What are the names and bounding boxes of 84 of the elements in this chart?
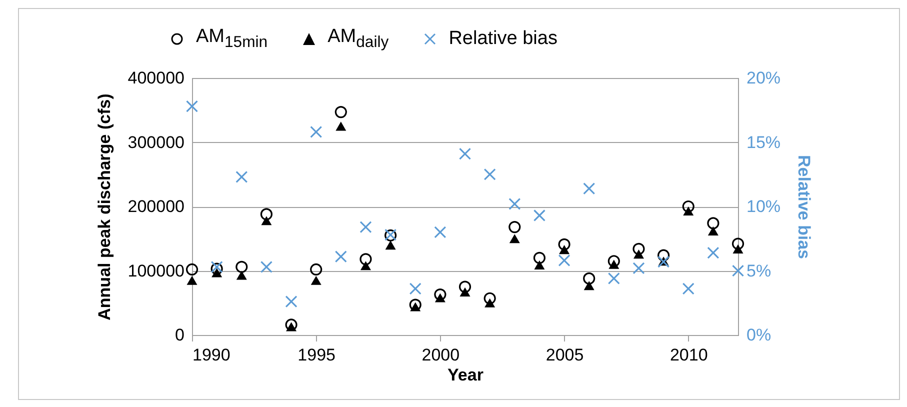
point xyxy=(409,298,422,311)
point xyxy=(261,216,272,226)
point xyxy=(186,100,198,112)
point xyxy=(186,276,198,285)
y-tick-label: 300000 xyxy=(128,132,184,152)
point xyxy=(732,244,744,254)
point xyxy=(533,209,546,222)
point xyxy=(632,242,645,255)
point xyxy=(310,263,322,276)
y-tick-label: 400000 xyxy=(128,68,184,88)
point xyxy=(260,260,272,273)
point xyxy=(732,264,744,277)
point xyxy=(236,170,248,183)
y-tick-label: 100000 xyxy=(128,261,184,280)
point xyxy=(558,254,570,267)
point xyxy=(682,200,694,213)
point xyxy=(260,208,272,220)
point xyxy=(682,282,694,295)
point xyxy=(608,255,620,268)
x-tick-label: 2000 xyxy=(422,346,460,364)
point xyxy=(212,268,222,278)
y2-tick-label: 15% xyxy=(746,132,781,152)
point xyxy=(558,238,570,250)
x-tick-label: 1990 xyxy=(192,346,230,364)
point xyxy=(508,198,521,210)
y2-tick-label: 20% xyxy=(746,68,781,88)
point xyxy=(508,221,521,234)
y-tick-label: 200000 xyxy=(128,197,184,216)
point xyxy=(236,260,248,273)
point xyxy=(658,249,670,262)
point xyxy=(360,261,371,270)
point xyxy=(458,148,472,160)
point xyxy=(484,292,496,304)
point xyxy=(633,250,644,259)
point xyxy=(334,250,347,263)
point xyxy=(186,263,198,276)
x-tick-label: 1995 xyxy=(298,346,336,364)
point xyxy=(285,296,298,308)
point xyxy=(559,245,570,254)
point xyxy=(434,226,446,238)
point xyxy=(434,288,446,301)
x-tick-label: 2005 xyxy=(546,346,584,364)
legend-label: AM$_{15min}$ xyxy=(196,26,268,52)
point xyxy=(310,276,322,285)
point xyxy=(583,182,596,195)
point xyxy=(732,238,744,250)
point xyxy=(509,234,520,244)
point xyxy=(584,280,594,290)
point xyxy=(583,272,596,284)
point xyxy=(286,322,297,332)
y2-tick-label: 10% xyxy=(746,197,781,216)
point xyxy=(708,226,718,236)
point xyxy=(458,280,472,293)
point xyxy=(385,240,396,250)
legend-label: Relative bias xyxy=(448,28,558,50)
x-axis-title: Year xyxy=(448,366,484,384)
point xyxy=(285,318,298,331)
point xyxy=(632,262,645,274)
point xyxy=(707,246,720,259)
point xyxy=(334,106,347,118)
point xyxy=(533,252,546,264)
point xyxy=(460,287,470,296)
point xyxy=(683,206,694,216)
y2-axis-title: Relative bias xyxy=(794,155,814,259)
y-tick-label: 0 xyxy=(175,326,184,344)
x-tick-label: 2010 xyxy=(670,346,708,364)
y-axis-title: Annual peak discharge (cfs) xyxy=(94,94,114,320)
point xyxy=(310,126,322,138)
point xyxy=(484,298,496,308)
point xyxy=(360,221,372,234)
point xyxy=(336,122,346,131)
point xyxy=(608,272,620,285)
point xyxy=(707,217,720,230)
y2-tick-label: 0% xyxy=(746,326,772,344)
point xyxy=(484,168,496,180)
point xyxy=(236,270,247,280)
point xyxy=(410,302,421,312)
y2-tick-label: 5% xyxy=(746,261,772,280)
point xyxy=(409,282,422,295)
point xyxy=(360,253,372,266)
point xyxy=(434,293,446,302)
point xyxy=(534,260,545,270)
point xyxy=(608,260,620,269)
legend-label: AM$_{daily}$ xyxy=(328,26,389,52)
